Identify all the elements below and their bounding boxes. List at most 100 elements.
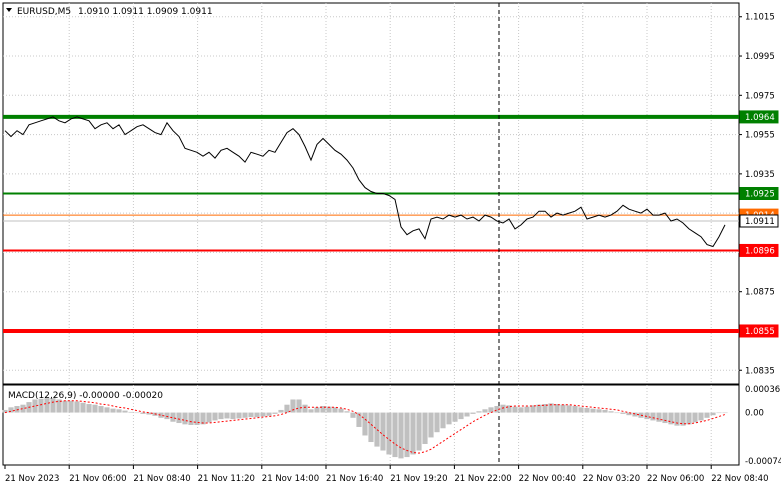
macd-bar xyxy=(146,412,152,415)
level-tag-bg xyxy=(739,324,779,338)
macd-bar xyxy=(362,412,368,436)
macd-bar xyxy=(212,412,218,421)
macd-bar xyxy=(716,412,722,414)
macd-bar xyxy=(572,406,578,413)
macd-bar xyxy=(140,412,146,414)
macd-bar xyxy=(470,412,476,414)
macd-bar xyxy=(62,400,68,413)
level-tag-label: 1.0925 xyxy=(745,190,775,200)
ohlc-label: 1.0910 1.0911 1.0909 1.0911 xyxy=(78,7,213,17)
macd-bar xyxy=(224,412,230,419)
macd-bar xyxy=(518,407,524,413)
macd-bar xyxy=(44,398,50,413)
macd-bar xyxy=(440,412,446,429)
macd-bar xyxy=(554,404,560,413)
macd-bar xyxy=(260,412,266,417)
macd-bar xyxy=(134,412,140,414)
macd-bar xyxy=(278,409,284,413)
macd-bar xyxy=(524,406,530,413)
macd-bar xyxy=(602,409,608,413)
macd-bar xyxy=(704,412,710,418)
macd-bar xyxy=(392,412,398,458)
macd-bar xyxy=(188,412,194,425)
time-tick-label: 22 Nov 08:40 xyxy=(711,474,768,484)
macd-bar xyxy=(584,407,590,413)
macd-bar xyxy=(710,412,716,416)
macd-bar xyxy=(80,402,86,413)
macd-bar xyxy=(68,400,74,413)
macd-bar xyxy=(74,401,80,413)
macd-bar xyxy=(164,412,170,420)
macd-bar xyxy=(656,412,662,422)
macd-bar xyxy=(290,399,296,413)
macd-bar xyxy=(422,412,428,444)
time-tick-label: 21 Nov 16:40 xyxy=(326,474,383,484)
macd-bar xyxy=(644,412,650,420)
macd-bar xyxy=(14,406,20,413)
price-tick-label: 1.0995 xyxy=(745,52,775,62)
level-tag-bg xyxy=(739,214,779,228)
macd-bar xyxy=(452,412,458,422)
macd-bar xyxy=(596,409,602,413)
macd-bar xyxy=(254,412,260,418)
macd-bar xyxy=(368,412,374,443)
macd-bar xyxy=(506,405,512,413)
level-tag-label: 1.0964 xyxy=(745,113,775,123)
symbol-label: EURUSD,M5 xyxy=(17,7,71,17)
macd-bar xyxy=(446,412,452,425)
macd-bar xyxy=(194,412,200,425)
macd-bar xyxy=(308,409,314,413)
macd-bar xyxy=(338,408,344,413)
macd-bar xyxy=(620,412,626,414)
chevron-down-icon[interactable] xyxy=(6,8,12,12)
macd-bar xyxy=(614,412,620,414)
macd-bar xyxy=(314,407,320,413)
macd-bar xyxy=(476,411,482,413)
time-tick-label: 21 Nov 22:00 xyxy=(454,474,511,484)
level-tag-bg xyxy=(739,243,779,257)
macd-bar xyxy=(332,407,338,413)
time-tick-label: 22 Nov 03:20 xyxy=(583,474,640,484)
price-tick-label: 1.0835 xyxy=(745,366,775,376)
macd-bar xyxy=(578,407,584,413)
time-tick-label: 22 Nov 00:40 xyxy=(519,474,576,484)
macd-bar xyxy=(200,412,206,425)
macd-bar xyxy=(50,398,56,413)
macd-bar xyxy=(104,407,110,413)
time-axis[interactable]: 21 Nov 2023 21 Nov 06:00 21 Nov 08:40 21 No… xyxy=(4,465,769,484)
macd-bar xyxy=(608,411,614,413)
macd-bar xyxy=(536,404,542,413)
macd-bar xyxy=(692,412,698,423)
macd-axis: 0.00036 0.00 -0.00074 xyxy=(745,385,781,467)
level-tag-label: 1.0896 xyxy=(745,246,775,256)
macd-bar xyxy=(680,412,686,426)
macd-bar xyxy=(182,412,188,425)
level-tag-bg xyxy=(739,187,779,200)
macd-bar xyxy=(284,404,290,413)
macd-bar xyxy=(158,412,164,418)
macd-bar xyxy=(512,406,518,413)
macd-bar xyxy=(2,409,8,413)
macd-bar xyxy=(218,412,224,420)
macd-bar xyxy=(326,406,332,413)
macd-bar xyxy=(416,412,422,451)
macd-bar xyxy=(500,404,506,413)
time-tick-label: 21 Nov 06:00 xyxy=(69,474,126,484)
macd-bar xyxy=(566,405,572,413)
time-tick-label: 21 Nov 2023 xyxy=(5,474,59,484)
price-tick-label: 1.1015 xyxy=(745,13,775,23)
macd-bar xyxy=(248,412,254,418)
macd-bar xyxy=(386,412,392,455)
price-tick-label: 1.0955 xyxy=(745,131,775,141)
macd-bar xyxy=(122,410,128,413)
macd-bar xyxy=(56,399,62,413)
macd-label: MACD(12,26,9) -0.00000 -0.00020 xyxy=(8,391,163,401)
macd-signal-line xyxy=(4,400,726,454)
macd-bar xyxy=(230,412,236,420)
macd-bar xyxy=(20,404,26,413)
macd-bar xyxy=(548,403,554,413)
macd-tick-label: -0.00074 xyxy=(745,457,781,467)
macd-bar xyxy=(398,412,404,459)
